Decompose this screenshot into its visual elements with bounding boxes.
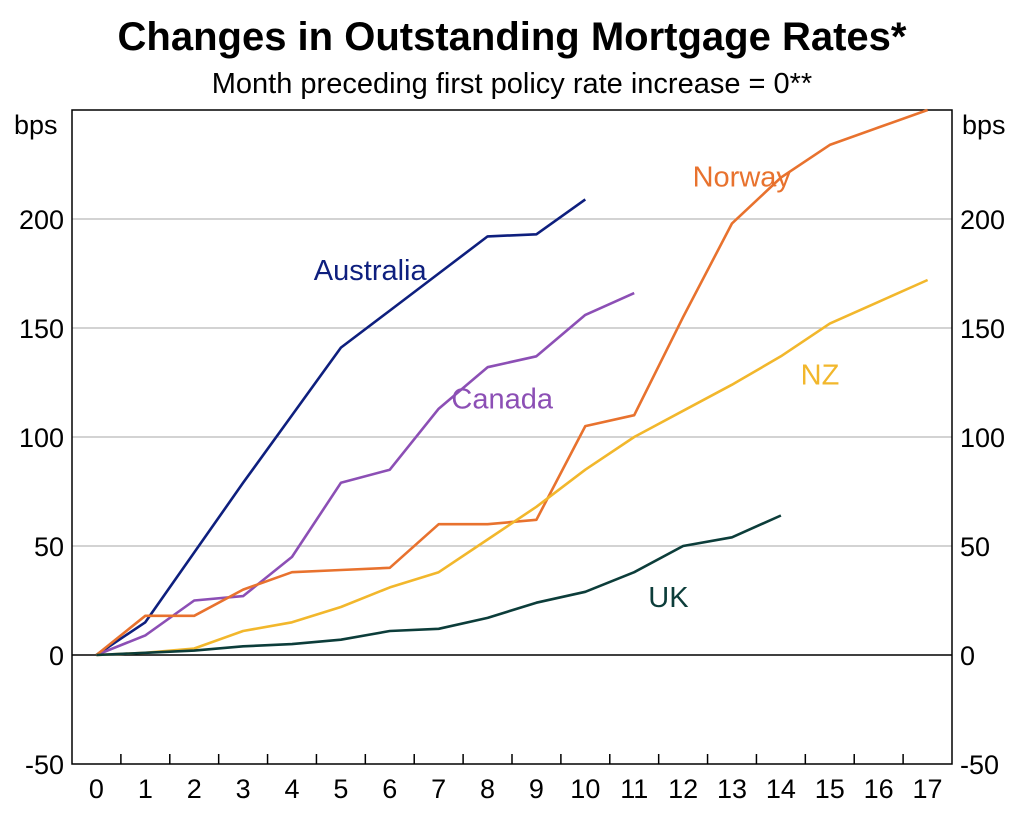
- x-tick-9: 9: [529, 774, 544, 804]
- series-line-australia: [95, 198, 587, 657]
- series-line-nz: [96, 278, 929, 657]
- x-tick-12: 12: [668, 774, 698, 804]
- label-norway: Norway: [693, 161, 792, 193]
- y-tick-left-0: 0: [49, 641, 64, 671]
- y-tick-left-200: 200: [19, 205, 64, 235]
- gridlines: [72, 218, 952, 547]
- y-unit-left: bps: [14, 110, 58, 140]
- x-tick-1: 1: [138, 774, 153, 804]
- x-tick-6: 6: [382, 774, 397, 804]
- y-tick-left-150: 150: [19, 314, 64, 344]
- x-tick-10: 10: [570, 774, 600, 804]
- x-tick-13: 13: [717, 774, 747, 804]
- series-labels: Australia Canada Norway NZ UK: [314, 161, 840, 614]
- x-tick-3: 3: [236, 774, 251, 804]
- x-tick-7: 7: [431, 774, 446, 804]
- label-uk: UK: [648, 582, 689, 614]
- y-tick-right-50: 50: [960, 532, 990, 562]
- label-australia: Australia: [314, 255, 428, 287]
- x-tick-11: 11: [620, 774, 648, 804]
- y-axis-ticks: -50 -50 0 0 50 50 100 100 150 150 200 200: [19, 205, 1005, 780]
- x-tick-14: 14: [766, 774, 796, 804]
- y-tick-right-150: 150: [960, 314, 1005, 344]
- x-tick-5: 5: [333, 774, 348, 804]
- series-line-uk: [96, 514, 782, 657]
- x-tick-17: 17: [913, 774, 943, 804]
- y-unit-right: bps: [962, 110, 1006, 140]
- chart-subtitle: Month preceding first policy rate increa…: [212, 68, 812, 100]
- y-tick-right-200: 200: [960, 205, 1005, 235]
- x-tick-16: 16: [864, 774, 894, 804]
- x-tick-4: 4: [284, 774, 299, 804]
- label-canada: Canada: [451, 384, 553, 416]
- y-tick-right-0: 0: [960, 641, 975, 671]
- x-tick-15: 15: [815, 774, 845, 804]
- label-nz: NZ: [801, 360, 840, 392]
- y-tick-right-100: 100: [960, 423, 1005, 453]
- y-tick-left--50: -50: [25, 750, 64, 780]
- y-tick-right--50: -50: [960, 750, 999, 780]
- series-lines: [95, 108, 929, 657]
- x-tick-0: 0: [89, 774, 104, 804]
- y-tick-left-100: 100: [19, 423, 64, 453]
- y-tick-left-50: 50: [34, 532, 64, 562]
- chart-title: Changes in Outstanding Mortgage Rates*: [118, 15, 907, 59]
- x-axis-ticks: 0 1 2 3 4 5 6 7 8 9 10 11 12 13 14 15 16 17: [89, 754, 943, 804]
- series-line-canada: [95, 291, 635, 657]
- x-tick-8: 8: [480, 774, 495, 804]
- x-tick-2: 2: [187, 774, 202, 804]
